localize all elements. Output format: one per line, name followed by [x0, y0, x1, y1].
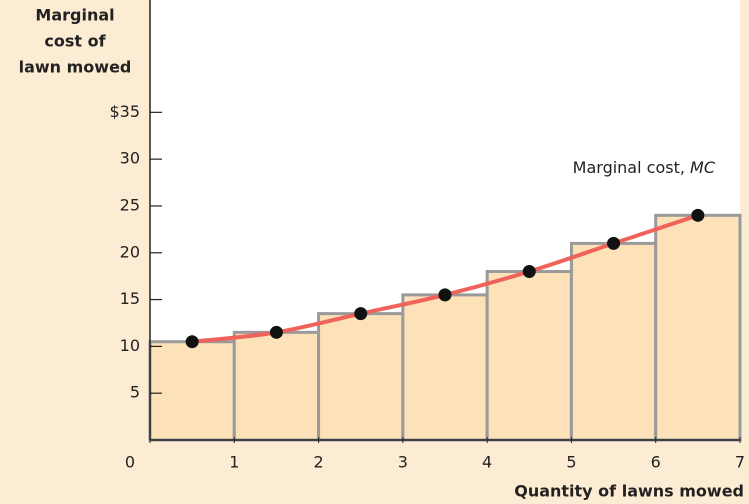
x-tick-label: 4 [482, 453, 492, 472]
point [438, 288, 452, 302]
y-tick-label: 15 [120, 289, 140, 308]
point [185, 335, 199, 349]
point [607, 236, 621, 250]
y-axis-label: Marginal [35, 6, 114, 25]
y-tick-label: $35 [109, 102, 140, 121]
x-tick-label: 1 [229, 453, 239, 472]
y-axis-label: lawn mowed [19, 58, 132, 77]
y-tick-label: 5 [130, 383, 140, 402]
bar [317, 312, 405, 442]
x-tick-label: 2 [313, 453, 323, 472]
bar [485, 269, 573, 442]
y-axis-label: cost of [44, 32, 106, 51]
point [354, 307, 368, 321]
point [522, 264, 536, 278]
x-axis-label: Quantity of lawns mowed [514, 482, 744, 501]
curve-label-text: Marginal cost, [573, 158, 685, 177]
x-tick-label: 6 [651, 453, 661, 472]
bar [232, 330, 321, 442]
x-tick-label: 3 [398, 453, 408, 472]
y-tick-label: 10 [120, 336, 140, 355]
bar [654, 213, 742, 442]
bar [401, 293, 489, 442]
y-tick-label: 25 [120, 195, 140, 214]
point [269, 325, 283, 339]
y-tick-label: 20 [120, 242, 140, 261]
x-tick-label: 0 [125, 453, 135, 472]
x-tick-label: 5 [566, 453, 576, 472]
curve-label-symbol: MC [690, 158, 716, 177]
bar [148, 340, 236, 442]
curve-label: Marginal cost, MC [573, 158, 716, 177]
y-tick-label: 30 [120, 149, 140, 168]
point [691, 208, 705, 222]
x-tick-label: 7 [735, 453, 745, 472]
bar [569, 241, 658, 442]
